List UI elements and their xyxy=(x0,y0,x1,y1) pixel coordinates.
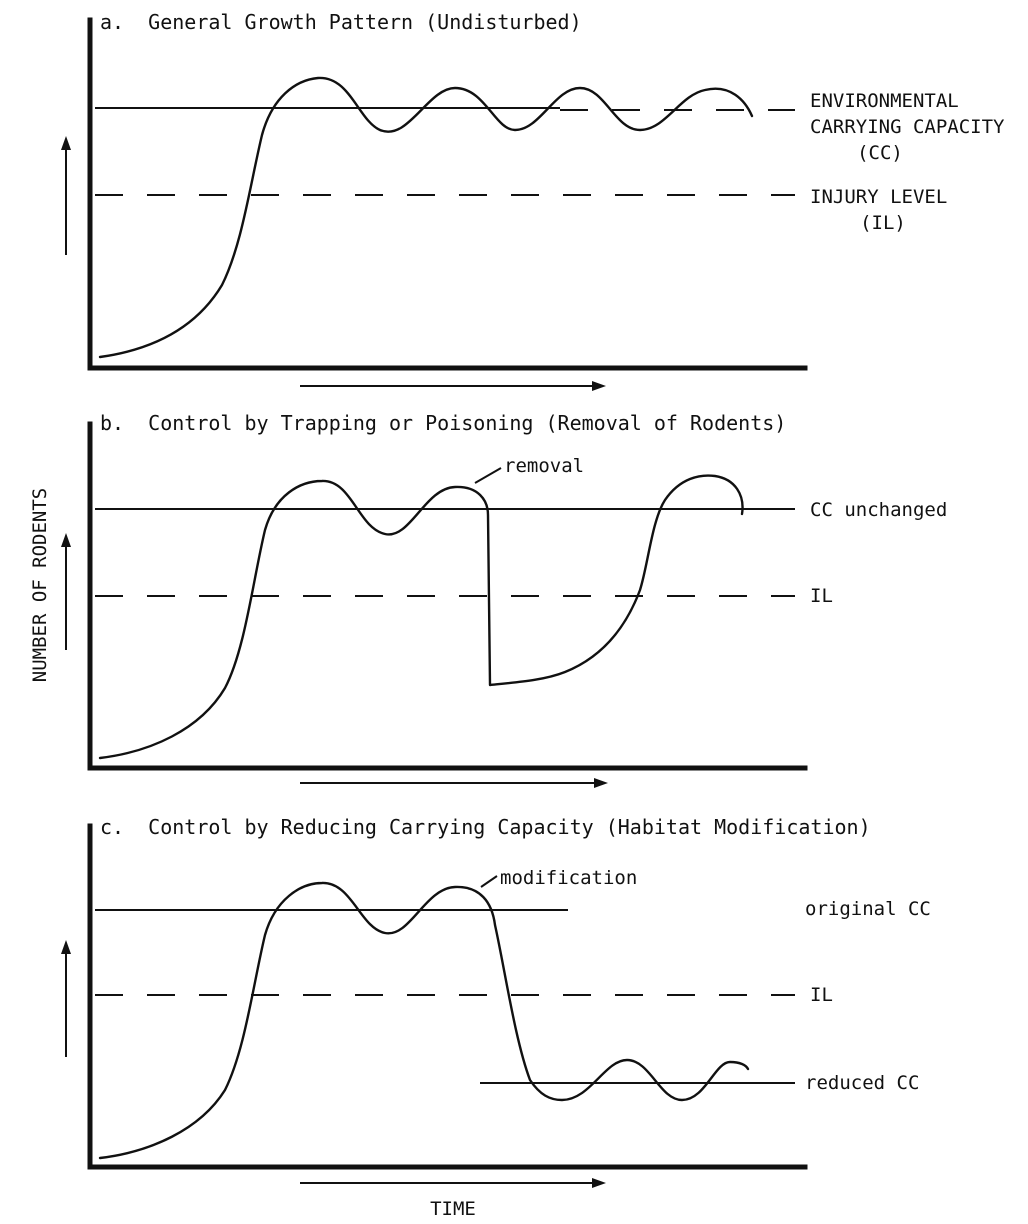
panel-b-title: b. Control by Trapping or Poisoning (Rem… xyxy=(100,411,786,435)
panel-c-modification-leader xyxy=(480,875,498,888)
panel-c-title: c. Control by Reducing Carrying Capacity… xyxy=(100,815,871,839)
panel-a: a. General Growth Pattern (Undisturbed) … xyxy=(61,10,1005,391)
panel-a-right-arrow-head xyxy=(592,381,606,391)
panel-b-removal-annotation: removal xyxy=(504,455,584,477)
panel-b-cc-label: CC unchanged xyxy=(810,499,947,521)
panel-b: b. Control by Trapping or Poisoning (Rem… xyxy=(61,411,947,788)
panel-a-cc-label-2: CARRYING CAPACITY xyxy=(810,116,1005,138)
panel-a-population-curve xyxy=(98,76,754,359)
panel-b-up-arrow-head xyxy=(61,533,71,547)
panel-c-reduced-cc-label: reduced CC xyxy=(805,1072,919,1094)
panel-a-il-label-2: (IL) xyxy=(860,212,906,234)
x-axis-label: TIME xyxy=(430,1198,476,1220)
panel-c-population-curve xyxy=(98,881,750,1160)
panel-a-il-label-1: INJURY LEVEL xyxy=(810,186,947,208)
panel-c-il-label: IL xyxy=(810,984,833,1006)
panel-c: c. Control by Reducing Carrying Capacity… xyxy=(61,815,931,1188)
panel-c-original-cc-label: original CC xyxy=(805,898,931,920)
y-axis-label: NUMBER OF RODENTS xyxy=(29,488,51,682)
panel-c-modification-annotation: modification xyxy=(500,867,637,889)
panel-a-title: a. General Growth Pattern (Undisturbed) xyxy=(100,10,582,34)
panel-b-population-curve xyxy=(98,474,744,760)
panel-c-right-arrow-head xyxy=(592,1178,606,1188)
panel-a-axes xyxy=(87,17,808,371)
panel-a-up-arrow-head xyxy=(61,136,71,150)
panel-b-axes xyxy=(87,421,808,771)
panel-b-right-arrow-head xyxy=(594,778,608,788)
panel-a-cc-label-3: (CC) xyxy=(857,142,903,164)
panel-b-removal-leader xyxy=(474,467,502,484)
panel-c-axes xyxy=(87,823,808,1170)
panel-c-up-arrow-head xyxy=(61,940,71,954)
panel-b-il-label: IL xyxy=(810,585,833,607)
panel-a-cc-label-1: ENVIRONMENTAL xyxy=(810,90,959,112)
